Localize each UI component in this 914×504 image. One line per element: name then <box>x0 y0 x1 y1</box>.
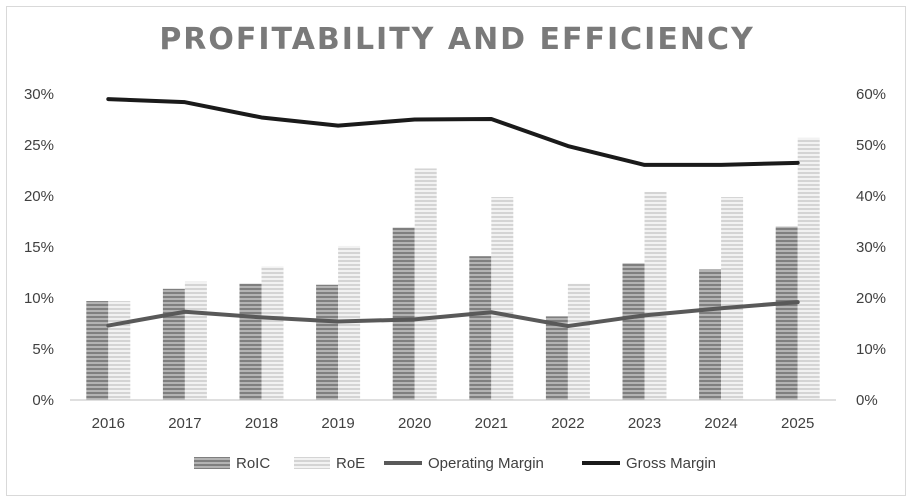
x-axis-tick-label: 2016 <box>92 415 125 432</box>
left-axis-tick-label: 0% <box>32 392 54 409</box>
roic-legend-label: RoIC <box>236 455 270 472</box>
x-axis-tick-label: 2021 <box>475 415 508 432</box>
roe-bar-2025 <box>797 137 820 401</box>
right-axis-tick-label: 40% <box>856 188 886 205</box>
x-axis-tick-label: 2025 <box>781 415 814 432</box>
x-axis-tick-label: 2017 <box>168 415 201 432</box>
operating-margin-line <box>106 300 800 329</box>
chart-frame <box>6 6 906 496</box>
roic-bar-2025 <box>775 226 798 400</box>
x-axis-tick-label: 2020 <box>398 415 431 432</box>
gross-margin-line <box>106 97 800 167</box>
roe-bar-2017 <box>184 281 207 400</box>
x-axis-tick-label: 2023 <box>628 415 661 432</box>
x-axis-tick-label: 2018 <box>245 415 278 432</box>
left-axis-tick-label: 20% <box>24 188 54 205</box>
x-axis-tick-label: 2024 <box>704 415 737 432</box>
x-axis-tick-label: 2022 <box>551 415 584 432</box>
chart-title: PROFITABILITY AND EFFICIENCY <box>159 22 755 57</box>
roic-bar-2021 <box>469 256 492 400</box>
roe-bar-2024 <box>721 197 744 400</box>
roic-bar-2020 <box>392 227 415 400</box>
roe-bar-2016 <box>108 301 131 400</box>
left-axis-tick-label: 30% <box>24 86 54 103</box>
roe-bar-2018 <box>261 266 284 400</box>
roic-bar-2022 <box>545 316 568 400</box>
roic-bar-2024 <box>699 269 722 400</box>
roe-bar-2020 <box>414 168 437 400</box>
operating-margin-legend-label: Operating Margin <box>428 455 544 472</box>
gross-margin-legend-label: Gross Margin <box>626 455 716 472</box>
x-axis-tick-label: 2019 <box>321 415 354 432</box>
left-axis-tick-label: 15% <box>24 239 54 256</box>
right-axis-tick-label: 0% <box>856 392 878 409</box>
roe-legend-label: RoE <box>336 455 365 472</box>
roic-bar-2023 <box>622 263 645 400</box>
right-axis-tick-label: 20% <box>856 290 886 307</box>
roe-bar-2022 <box>567 283 590 400</box>
roe-legend-swatch <box>294 457 330 469</box>
roic-bar-2016 <box>86 301 109 400</box>
left-axis-tick-label: 25% <box>24 137 54 154</box>
right-axis-tick-label: 10% <box>856 341 886 358</box>
roic-bar-2019 <box>316 284 339 400</box>
left-axis-tick-label: 10% <box>24 290 54 307</box>
left-axis-tick-label: 5% <box>32 341 54 358</box>
roic-bar-2017 <box>162 288 185 400</box>
right-axis-tick-label: 50% <box>856 137 886 154</box>
roe-bar-2023 <box>644 191 667 400</box>
roic-legend-swatch <box>194 457 230 469</box>
right-axis-tick-label: 60% <box>856 86 886 103</box>
right-axis-tick-label: 30% <box>856 239 886 256</box>
roe-bar-2021 <box>491 197 514 400</box>
roic-bar-2018 <box>239 283 262 400</box>
